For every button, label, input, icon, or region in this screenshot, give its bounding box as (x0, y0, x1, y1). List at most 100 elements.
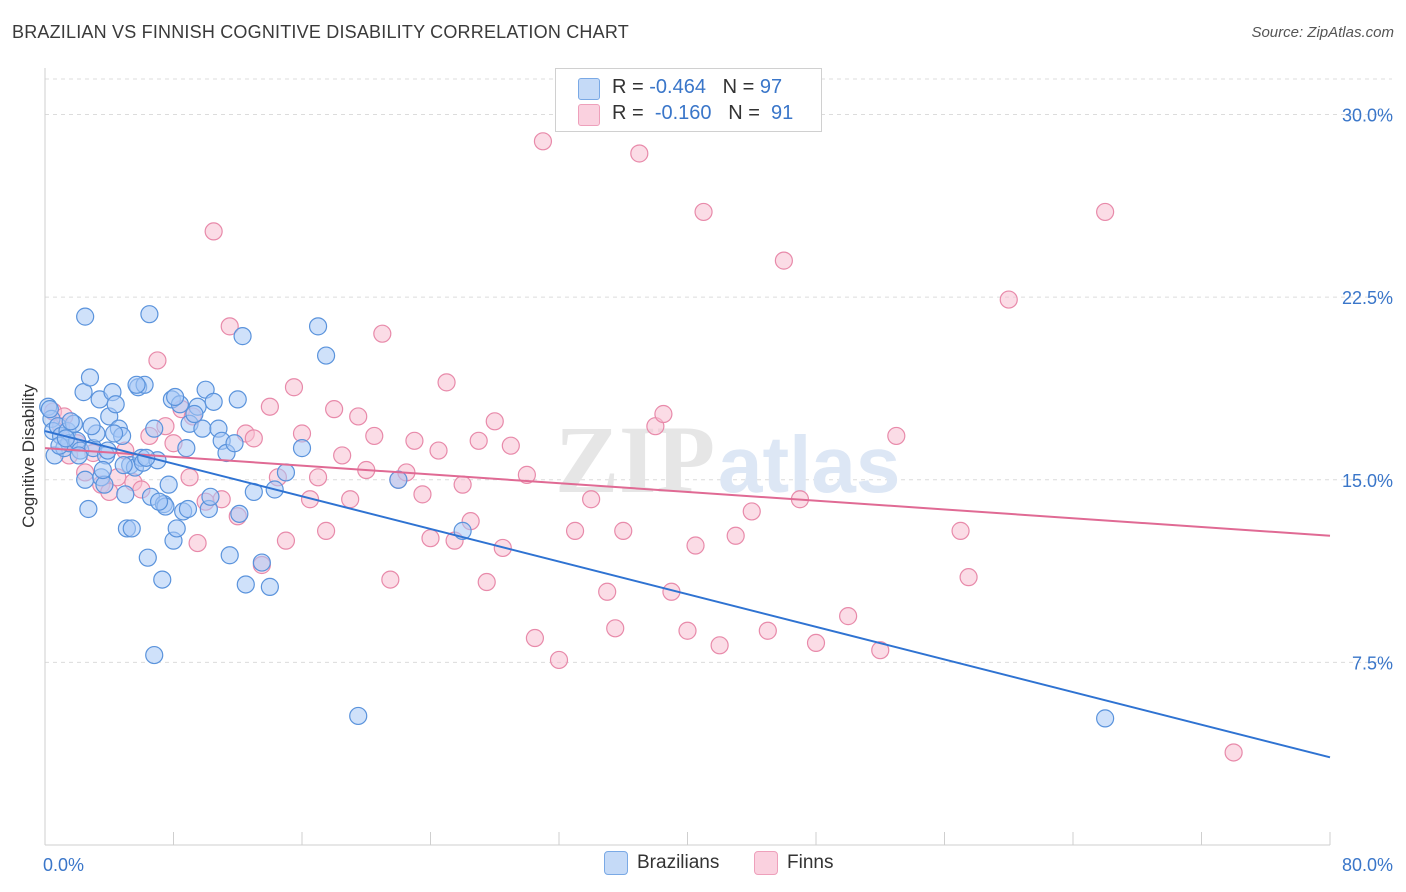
finn-point (887, 426, 906, 446)
finn-point (308, 468, 328, 487)
finn-point (678, 621, 697, 640)
finn-point (871, 641, 890, 660)
brazilian-point (145, 419, 164, 438)
finn-point (839, 607, 858, 626)
brazilian-point (116, 485, 135, 504)
finn-point (405, 431, 424, 450)
x-tick-labels: 0.0% 80.0% (43, 855, 1393, 875)
brazilians-trend-line (44, 430, 1331, 759)
legend-r-value: -0.160 (654, 102, 712, 124)
finns-swatch (754, 851, 778, 875)
finn-point (999, 290, 1018, 309)
brazilian-point (153, 570, 172, 589)
finn-point (244, 429, 263, 448)
finn-point (525, 628, 545, 648)
finn-point (349, 407, 368, 426)
y-tick-label: 30.0% (1342, 106, 1393, 126)
finn-point (501, 436, 520, 455)
finn-point (260, 397, 279, 416)
brazilian-point (149, 492, 169, 511)
finn-point (565, 521, 585, 540)
finn-point (373, 324, 392, 343)
finn-point (148, 351, 167, 370)
watermark: ZIP atlas (555, 406, 900, 513)
y-tick-labels: 7.5% 15.0% 22.5% 30.0% (1342, 106, 1393, 674)
finn-point (437, 373, 456, 392)
legend-n-value: 91 (771, 102, 794, 124)
finn-point (276, 531, 296, 550)
brazilian-point (204, 392, 223, 411)
brazilian-point (178, 499, 198, 519)
finn-point (429, 441, 448, 460)
stats-legend: R = -0.464 N = 97 R = -0.160 N = 91 (555, 68, 822, 132)
brazilian-point (276, 463, 296, 482)
brazilian-point (201, 487, 220, 506)
finn-point (413, 485, 432, 504)
brazilian-point (61, 412, 80, 431)
brazilian-point (159, 475, 178, 494)
brazilian-point (308, 317, 328, 336)
x-tick-label-max: 80.0% (1342, 855, 1393, 875)
finn-point (204, 222, 223, 241)
brazilian-point (137, 448, 156, 467)
brazilian-point (80, 368, 100, 387)
brazilian-point (93, 460, 112, 480)
finn-point (188, 533, 207, 553)
chart-title: BRAZILIAN VS FINNISH COGNITIVE DISABILIT… (12, 22, 629, 42)
brazilian-point (79, 499, 98, 519)
brazilian-point (106, 395, 125, 414)
finns-trend-line (44, 447, 1331, 537)
finn-point (598, 582, 617, 601)
brazilian-point (230, 504, 249, 523)
brazilian-point (236, 575, 255, 594)
brazilians-swatch (604, 851, 628, 875)
brazilian-point (104, 424, 124, 443)
brazilian-point (349, 706, 368, 726)
finn-point (694, 202, 713, 222)
finn-point (630, 144, 649, 163)
brazilian-point (220, 546, 239, 565)
brazilian-point (177, 439, 196, 458)
brazilians-label: Brazilians (637, 852, 720, 873)
brazilian-point (40, 400, 59, 419)
legend-row-brazilians: R = -0.464 N = 97 (578, 76, 782, 169)
chart-source: Source: ZipAtlas.com (1251, 24, 1394, 41)
brazilian-point (140, 305, 159, 324)
y-tick-label: 22.5% (1342, 288, 1393, 308)
legend-swatch-pink (578, 104, 600, 126)
brazilian-point (145, 645, 164, 665)
legend-r-label: R = (612, 76, 644, 98)
axes (44, 68, 1330, 846)
brazilian-point (252, 553, 271, 572)
finn-point (582, 490, 601, 509)
finn-point (284, 378, 304, 397)
brazilian-point (166, 387, 185, 407)
trend-lines (44, 430, 1331, 759)
legend-swatch-blue (578, 78, 600, 100)
finn-point (421, 529, 440, 548)
brazilian-point (316, 346, 336, 365)
finn-point (710, 636, 729, 655)
legend-r-value: -0.464 (649, 76, 706, 98)
brazilian-point (127, 375, 146, 394)
brazilian-point (225, 434, 244, 453)
finn-point (549, 650, 569, 670)
legend-n-label: N = (722, 76, 755, 98)
finn-point (1224, 743, 1243, 762)
finn-point (959, 568, 978, 587)
brazilian-point (389, 470, 408, 489)
brazilian-point (1096, 709, 1115, 728)
watermark-zip: ZIP (555, 406, 715, 513)
brazilian-point (122, 519, 141, 538)
finn-point (469, 431, 488, 450)
x-tick-label-min: 0.0% (43, 855, 84, 875)
brazilian-point (76, 307, 95, 326)
finn-point (325, 400, 344, 419)
finn-point (533, 132, 553, 151)
finn-point (654, 404, 673, 424)
legend-row-finns: R = -0.160 N = 91 (578, 102, 793, 195)
finn-point (517, 465, 536, 484)
finn-point (220, 317, 239, 336)
y-tick-label: 7.5% (1352, 653, 1393, 673)
finn-point (485, 412, 504, 431)
